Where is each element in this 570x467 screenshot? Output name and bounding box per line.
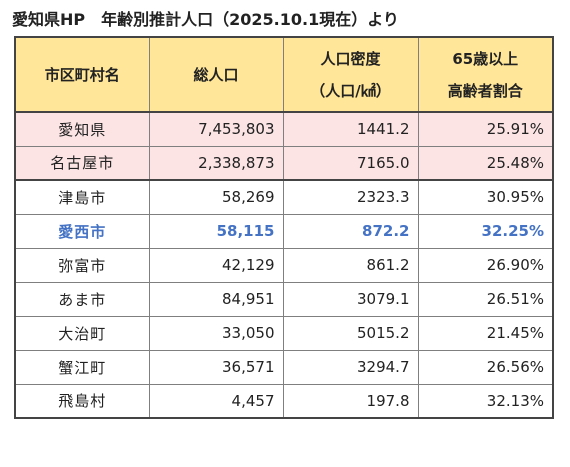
cell-name: 名古屋市 bbox=[14, 145, 150, 181]
header-density-line1: 人口密度 bbox=[320, 49, 381, 68]
cell-name: 大治町 bbox=[14, 315, 150, 351]
table-row: 津島市 58,269 2323.3 30.95% bbox=[14, 179, 554, 215]
cell-population: 7,453,803 bbox=[148, 111, 284, 147]
table-header-row: 市区町村名 総人口 人口密度 （人口/㎢） 65歳以上 高齢者割合 bbox=[14, 36, 554, 113]
header-elderly-line1: 65歳以上 bbox=[452, 49, 519, 68]
header-name: 市区町村名 bbox=[14, 36, 150, 113]
cell-name: 弥富市 bbox=[14, 247, 150, 283]
cell-density: 3079.1 bbox=[282, 281, 419, 317]
cell-density: 197.8 bbox=[282, 383, 419, 419]
page-title: 愛知県HP 年齢別推計人口（2025.10.1現在）より bbox=[12, 10, 399, 29]
header-elderly-line2: 高齢者割合 bbox=[447, 81, 523, 100]
cell-name: 蟹江町 bbox=[14, 349, 150, 385]
cell-density: 3294.7 bbox=[282, 349, 419, 385]
cell-elderly: 32.13% bbox=[417, 383, 554, 419]
cell-density: 861.2 bbox=[282, 247, 419, 283]
header-density-line2: （人口/㎢） bbox=[310, 81, 391, 100]
cell-density: 2323.3 bbox=[282, 179, 419, 215]
cell-population: 58,115 bbox=[148, 213, 284, 249]
table-row: 名古屋市 2,338,873 7165.0 25.48% bbox=[14, 145, 554, 181]
cell-name: 津島市 bbox=[14, 179, 150, 215]
table-row: 大治町 33,050 5015.2 21.45% bbox=[14, 315, 554, 351]
cell-population: 33,050 bbox=[148, 315, 284, 351]
cell-name: 愛知県 bbox=[14, 111, 150, 147]
cell-elderly: 21.45% bbox=[417, 315, 554, 351]
header-elderly: 65歳以上 高齢者割合 bbox=[417, 36, 554, 113]
cell-name: 飛島村 bbox=[14, 383, 150, 419]
cell-name: 愛西市 bbox=[14, 213, 150, 249]
cell-density: 872.2 bbox=[282, 213, 419, 249]
cell-population: 84,951 bbox=[148, 281, 284, 317]
cell-population: 2,338,873 bbox=[148, 145, 284, 181]
table-row: 愛知県 7,453,803 1441.2 25.91% bbox=[14, 111, 554, 147]
cell-density: 5015.2 bbox=[282, 315, 419, 351]
cell-elderly: 26.51% bbox=[417, 281, 554, 317]
header-density: 人口密度 （人口/㎢） bbox=[282, 36, 419, 113]
cell-elderly: 25.91% bbox=[417, 111, 554, 147]
table-row: 飛島村 4,457 197.8 32.13% bbox=[14, 383, 554, 419]
cell-elderly: 25.48% bbox=[417, 145, 554, 181]
cell-population: 58,269 bbox=[148, 179, 284, 215]
cell-density: 1441.2 bbox=[282, 111, 419, 147]
cell-elderly: 26.56% bbox=[417, 349, 554, 385]
cell-population: 36,571 bbox=[148, 349, 284, 385]
table-row: 弥富市 42,129 861.2 26.90% bbox=[14, 247, 554, 283]
population-table: 市区町村名 総人口 人口密度 （人口/㎢） 65歳以上 高齢者割合 愛知県 7,… bbox=[14, 36, 554, 419]
table-row: 蟹江町 36,571 3294.7 26.56% bbox=[14, 349, 554, 385]
cell-population: 42,129 bbox=[148, 247, 284, 283]
cell-population: 4,457 bbox=[148, 383, 284, 419]
cell-elderly: 32.25% bbox=[417, 213, 554, 249]
cell-density: 7165.0 bbox=[282, 145, 419, 181]
cell-elderly: 26.90% bbox=[417, 247, 554, 283]
table-row-highlighted: 愛西市 58,115 872.2 32.25% bbox=[14, 213, 554, 249]
header-population: 総人口 bbox=[148, 36, 284, 113]
cell-name: あま市 bbox=[14, 281, 150, 317]
cell-elderly: 30.95% bbox=[417, 179, 554, 215]
table-row: あま市 84,951 3079.1 26.51% bbox=[14, 281, 554, 317]
